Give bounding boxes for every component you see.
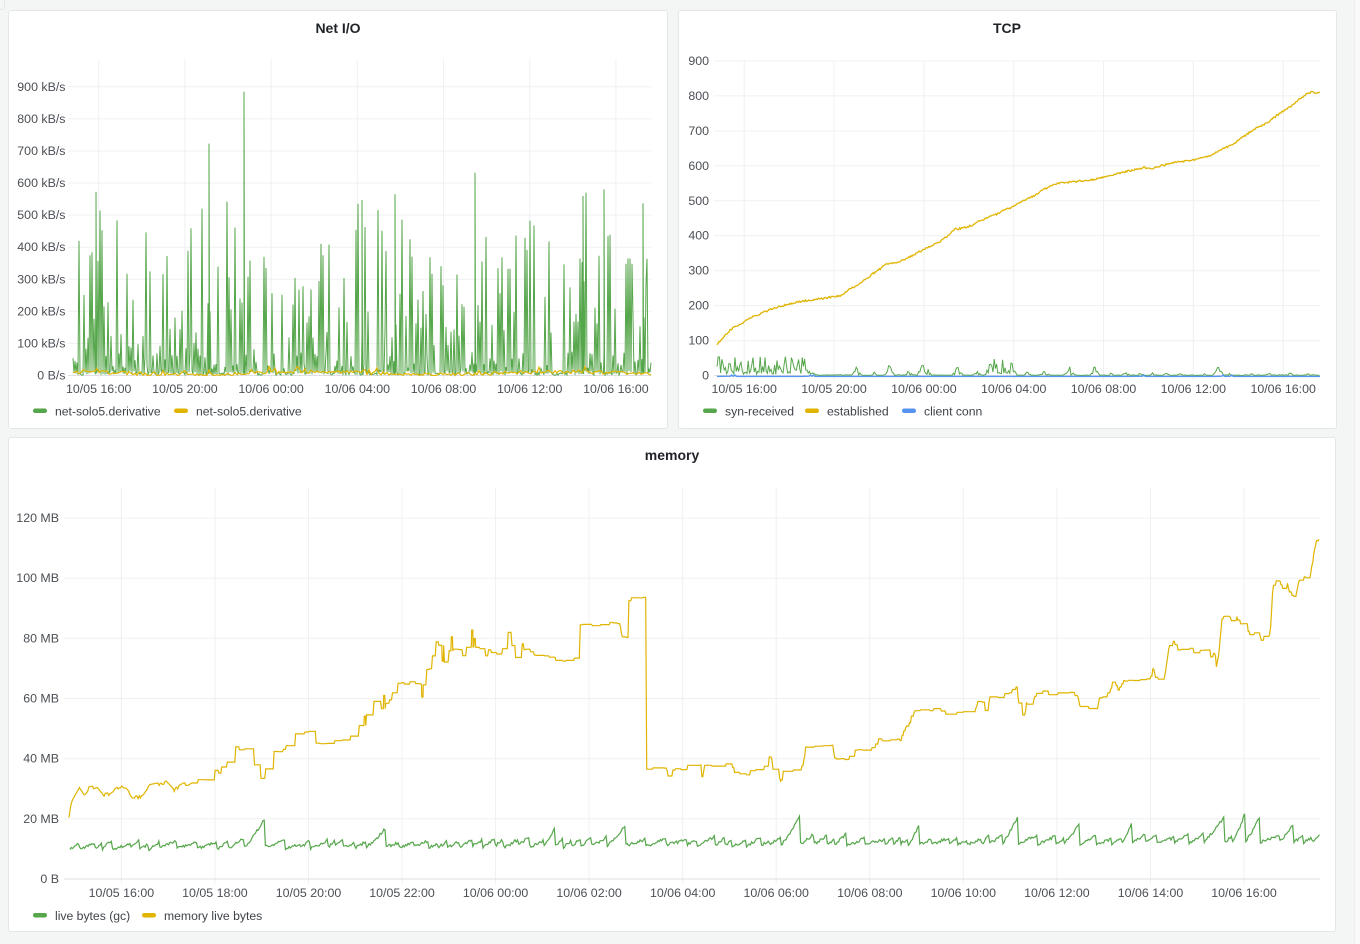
- svg-text:100 MB: 100 MB: [16, 571, 59, 585]
- svg-text:900: 900: [688, 54, 709, 68]
- svg-text:10/05 20:00: 10/05 20:00: [801, 382, 867, 396]
- svg-text:10/05 22:00: 10/05 22:00: [369, 886, 435, 900]
- svg-text:500 kB/s: 500 kB/s: [17, 208, 65, 222]
- svg-text:established: established: [827, 405, 889, 419]
- svg-text:live bytes (gc): live bytes (gc): [55, 909, 130, 923]
- svg-text:10/06 08:00: 10/06 08:00: [411, 382, 477, 396]
- svg-text:0 B/s: 0 B/s: [37, 369, 65, 383]
- svg-text:memory: memory: [645, 447, 700, 463]
- svg-text:20 MB: 20 MB: [23, 812, 59, 826]
- svg-text:80 MB: 80 MB: [23, 631, 59, 645]
- svg-text:200: 200: [688, 299, 709, 313]
- svg-text:net-solo5.derivative: net-solo5.derivative: [55, 405, 161, 419]
- svg-text:10/06 00:00: 10/06 00:00: [238, 382, 304, 396]
- svg-text:10/06 12:00: 10/06 12:00: [497, 382, 563, 396]
- svg-text:500: 500: [688, 194, 709, 208]
- svg-text:300 kB/s: 300 kB/s: [17, 272, 65, 286]
- svg-text:10/06 06:00: 10/06 06:00: [743, 886, 809, 900]
- svg-text:10/05 16:00: 10/05 16:00: [89, 886, 155, 900]
- svg-text:10/06 04:00: 10/06 04:00: [650, 886, 716, 900]
- svg-text:100 kB/s: 100 kB/s: [17, 336, 65, 350]
- svg-text:800: 800: [688, 89, 709, 103]
- svg-text:10/06 08:00: 10/06 08:00: [1071, 382, 1137, 396]
- svg-text:10/06 08:00: 10/06 08:00: [837, 886, 903, 900]
- svg-text:TCP: TCP: [993, 20, 1021, 36]
- svg-text:10/06 00:00: 10/06 00:00: [463, 886, 529, 900]
- svg-text:700: 700: [688, 124, 709, 138]
- svg-text:10/06 04:00: 10/06 04:00: [981, 382, 1047, 396]
- svg-text:memory live bytes: memory live bytes: [164, 909, 262, 923]
- svg-text:10/06 16:00: 10/06 16:00: [1250, 382, 1316, 396]
- svg-text:600: 600: [688, 159, 709, 173]
- svg-text:700 kB/s: 700 kB/s: [17, 144, 65, 158]
- svg-text:600 kB/s: 600 kB/s: [17, 176, 65, 190]
- svg-text:10/06 16:00: 10/06 16:00: [583, 382, 649, 396]
- svg-text:10/06 02:00: 10/06 02:00: [556, 886, 622, 900]
- svg-text:10/05 20:00: 10/05 20:00: [276, 886, 342, 900]
- svg-text:Net I/O: Net I/O: [315, 20, 360, 36]
- svg-text:net-solo5.derivative: net-solo5.derivative: [196, 405, 302, 419]
- svg-text:60 MB: 60 MB: [23, 692, 59, 706]
- svg-text:400: 400: [688, 229, 709, 243]
- svg-text:10/06 04:00: 10/06 04:00: [325, 382, 391, 396]
- svg-text:10/06 12:00: 10/06 12:00: [1161, 382, 1227, 396]
- svg-text:client conn: client conn: [924, 405, 982, 419]
- svg-text:syn-received: syn-received: [725, 405, 794, 419]
- svg-text:0: 0: [702, 369, 709, 383]
- svg-text:10/06 12:00: 10/06 12:00: [1024, 886, 1090, 900]
- svg-text:10/05 20:00: 10/05 20:00: [152, 382, 218, 396]
- svg-text:10/05 16:00: 10/05 16:00: [66, 382, 132, 396]
- svg-text:400 kB/s: 400 kB/s: [17, 240, 65, 254]
- svg-text:200 kB/s: 200 kB/s: [17, 304, 65, 318]
- svg-text:10/06 10:00: 10/06 10:00: [931, 886, 997, 900]
- svg-text:300: 300: [688, 264, 709, 278]
- svg-text:900 kB/s: 900 kB/s: [17, 80, 65, 94]
- svg-text:40 MB: 40 MB: [23, 752, 59, 766]
- svg-text:0 B: 0 B: [40, 872, 59, 886]
- svg-text:10/05 16:00: 10/05 16:00: [711, 382, 777, 396]
- svg-text:800 kB/s: 800 kB/s: [17, 112, 65, 126]
- svg-text:10/06 14:00: 10/06 14:00: [1118, 886, 1184, 900]
- svg-text:120 MB: 120 MB: [16, 511, 59, 525]
- svg-text:100: 100: [688, 334, 709, 348]
- svg-text:10/06 16:00: 10/06 16:00: [1211, 886, 1277, 900]
- svg-text:10/05 18:00: 10/05 18:00: [182, 886, 248, 900]
- svg-text:10/06 00:00: 10/06 00:00: [891, 382, 957, 396]
